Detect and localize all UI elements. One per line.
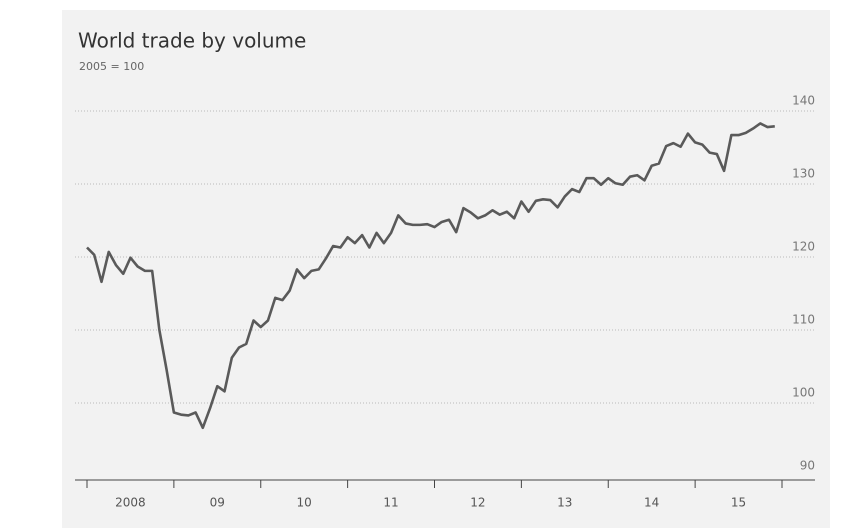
- x-tick-label: 12: [470, 496, 485, 510]
- x-tick-label: 2008: [115, 496, 146, 510]
- y-tick-label: 120: [792, 240, 815, 254]
- y-tick-label: 130: [792, 167, 815, 181]
- panel: [62, 10, 830, 528]
- x-tick-label: 10: [297, 496, 312, 510]
- y-tick-label: 90: [800, 459, 815, 473]
- x-tick-label: 09: [210, 496, 225, 510]
- x-tick-label: 11: [383, 496, 398, 510]
- y-tick-label: 140: [792, 94, 815, 108]
- data-line: [86, 122, 775, 430]
- x-tick-label: 13: [557, 496, 572, 510]
- chart-title: World trade by volume: [78, 29, 306, 53]
- x-tick-label: 14: [644, 496, 659, 510]
- y-tick-label: 100: [792, 386, 815, 400]
- chart-subtitle: 2005 = 100: [79, 60, 144, 73]
- y-tick-label: 110: [792, 313, 815, 327]
- x-tick-label: 15: [731, 496, 746, 510]
